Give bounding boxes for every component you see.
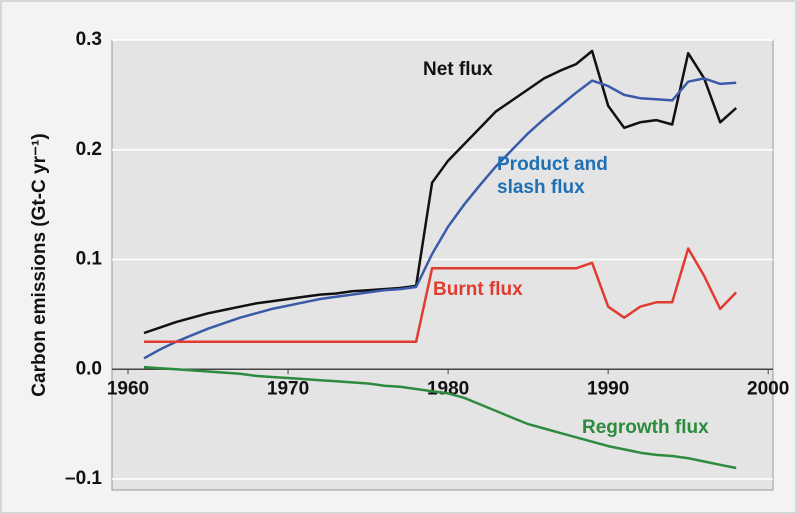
x-tick-label: 1990 (587, 378, 629, 399)
x-tick-label: 1960 (107, 378, 149, 399)
series-line (144, 247, 738, 344)
x-tick-label: 2000 (747, 378, 789, 399)
x-tick-label: 1980 (427, 378, 469, 399)
y-tick-label: 0.2 (76, 139, 102, 160)
y-tick-label: –0.1 (65, 468, 102, 489)
series-line (143, 365, 737, 470)
series-label: Net flux (423, 59, 493, 80)
series-label: Burnt flux (433, 279, 523, 300)
y-tick-label: 0.0 (76, 358, 102, 379)
x-tick-label: 1970 (267, 378, 309, 399)
y-axis-label: Carbon emissions (Gt-C yr⁻¹) (29, 133, 50, 396)
series-label: Product and slash flux (497, 154, 608, 198)
y-tick-label: 0.1 (76, 249, 103, 270)
series-line (143, 77, 737, 360)
y-tick-label: 0.3 (76, 29, 102, 50)
series-line (143, 49, 738, 335)
plot-area (111, 39, 774, 491)
series-label: Regrowth flux (582, 417, 709, 438)
